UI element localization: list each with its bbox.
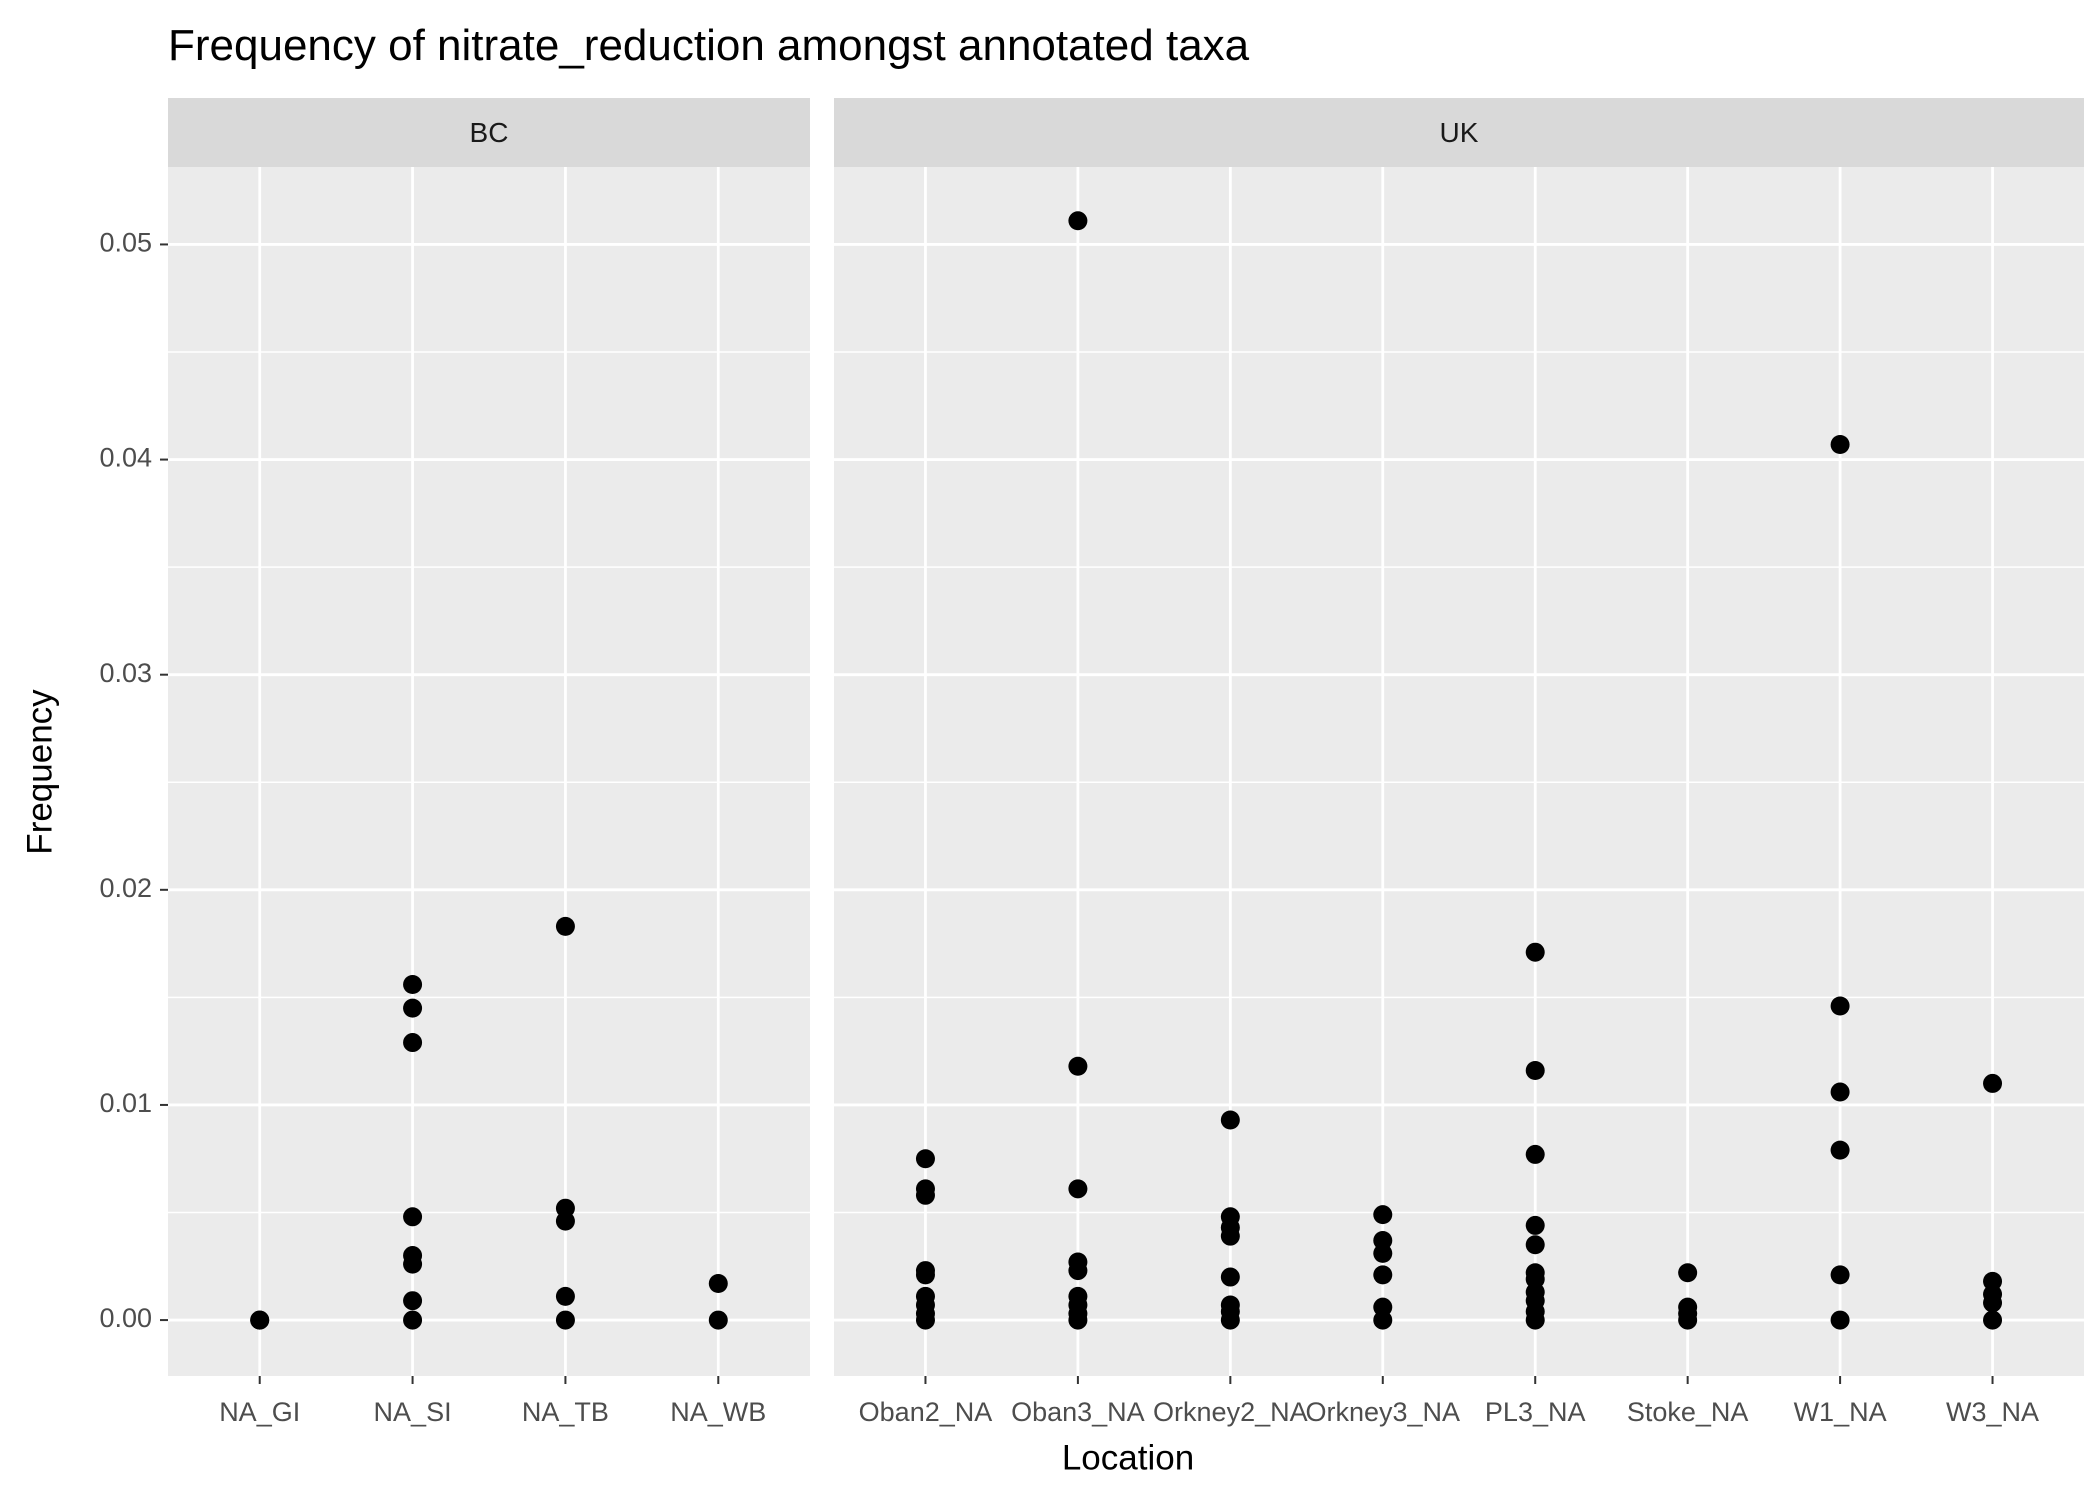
point [915,1265,935,1285]
x-tick-label: NA_TB [522,1397,609,1427]
point [915,1310,935,1330]
strip-background [834,98,2084,167]
point [1830,1140,1850,1160]
panel-background [168,167,810,1376]
x-tick-label: W3_NA [1946,1397,2039,1427]
point [1830,996,1850,1016]
x-tick-label: Orkney3_NA [1305,1397,1460,1427]
y-axis-title: Frequency [20,689,59,855]
point [1373,1243,1393,1263]
point [1068,1310,1088,1330]
point [915,1185,935,1205]
point [1983,1073,2003,1093]
point [403,1033,423,1053]
point [403,1291,423,1311]
x-tick-label: PL3_NA [1485,1397,1586,1427]
point [1830,1310,1850,1330]
point [708,1310,728,1330]
point [1678,1263,1698,1283]
strip-label: UK [1440,117,1479,148]
point [403,998,423,1018]
x-tick-label: Oban2_NA [859,1397,993,1427]
point [555,916,575,936]
point [1068,1056,1088,1076]
point [1830,1265,1850,1285]
point [1220,1267,1240,1287]
point [1373,1205,1393,1225]
strip-label: BC [470,117,509,148]
point [1525,1310,1545,1330]
point [1373,1310,1393,1330]
y-tick-label: 0.04 [99,443,152,473]
point [1525,942,1545,962]
x-tick-label: Oban3_NA [1011,1397,1145,1427]
point [1220,1226,1240,1246]
point [1068,211,1088,231]
strip-background [168,98,810,167]
point [403,1310,423,1330]
point [1525,1061,1545,1081]
panel-background [834,167,2084,1376]
point [1830,435,1850,455]
point [915,1149,935,1169]
point [1068,1179,1088,1199]
x-tick-label: Stoke_NA [1627,1397,1749,1427]
x-tick-label: NA_WB [670,1397,766,1427]
point [555,1286,575,1306]
x-tick-label: Orkney2_NA [1153,1397,1308,1427]
point [1525,1144,1545,1164]
point [1525,1235,1545,1255]
point [1983,1293,2003,1313]
point [1830,1082,1850,1102]
point [403,974,423,994]
x-axis-title: Location [1062,1438,1194,1477]
y-tick-label: 0.03 [99,658,152,688]
point [555,1211,575,1231]
y-tick-label: 0.00 [99,1303,152,1333]
point [1220,1310,1240,1330]
x-tick-label: NA_GI [219,1397,300,1427]
y-tick-label: 0.02 [99,873,152,903]
point [250,1310,270,1330]
point [1220,1110,1240,1130]
point [403,1207,423,1227]
point [555,1310,575,1330]
point [1983,1310,2003,1330]
x-tick-label: W1_NA [1794,1397,1887,1427]
y-tick-label: 0.05 [99,228,152,258]
x-tick-label: NA_SI [374,1397,452,1427]
point [708,1273,728,1293]
point [1525,1215,1545,1235]
point [1373,1265,1393,1285]
point [1068,1261,1088,1281]
chart-title: Frequency of nitrate_reduction amongst a… [168,21,1250,70]
point [1678,1310,1698,1330]
y-tick-label: 0.01 [99,1088,152,1118]
point [403,1254,423,1274]
